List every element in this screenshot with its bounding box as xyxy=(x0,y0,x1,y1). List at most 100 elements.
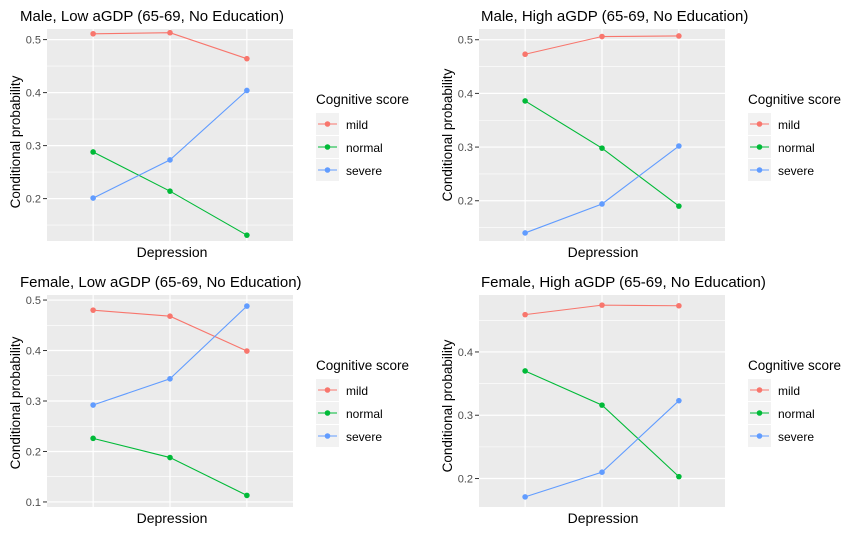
data-point-normal xyxy=(90,149,96,155)
data-point-normal xyxy=(244,232,250,238)
legend xyxy=(316,379,339,447)
data-point-mild xyxy=(599,33,605,40)
x-axis-label: Depression xyxy=(568,510,639,526)
legend-key-point-normal xyxy=(324,410,331,416)
data-point-mild xyxy=(244,55,250,62)
legend-key-point-mild xyxy=(756,387,763,393)
legend-label-severe: severe xyxy=(346,164,382,178)
y-tick-label: 0.4 xyxy=(26,346,41,358)
y-tick-label: 0.4 xyxy=(458,88,473,100)
data-point-severe xyxy=(90,402,96,408)
legend-key-point-severe xyxy=(756,433,763,439)
y-tick-label: 0.1 xyxy=(26,497,41,509)
legend-label-normal: normal xyxy=(346,141,383,155)
legend-label-normal: normal xyxy=(778,407,815,421)
y-axis-label: Conditional probability xyxy=(440,68,455,201)
y-tick-label: 0.5 xyxy=(458,35,473,47)
data-point-severe xyxy=(599,469,605,475)
legend-title: Cognitive score xyxy=(748,92,841,107)
data-point-normal xyxy=(244,492,250,499)
data-point-normal xyxy=(522,368,528,374)
data-point-normal xyxy=(90,435,96,442)
data-point-normal xyxy=(522,98,528,104)
legend-label-severe: severe xyxy=(346,430,382,444)
data-point-normal xyxy=(676,203,682,209)
data-point-mild xyxy=(676,33,682,39)
data-point-mild xyxy=(676,302,682,309)
y-tick-label: 0.2 xyxy=(458,474,473,486)
data-point-mild xyxy=(90,30,96,37)
chart-panel-male-high-agdp: 0.2 0.3 0.4 0.5 Male, High aGDP (65-69, No … xyxy=(440,8,841,260)
legend-key-point-mild xyxy=(324,121,331,127)
data-point-severe xyxy=(676,143,682,149)
data-point-severe xyxy=(599,201,605,207)
y-axis-label: Conditional probability xyxy=(440,339,455,472)
legend xyxy=(316,113,339,181)
chart-title: Male, Low aGDP (65-69, No Education) xyxy=(20,8,284,25)
data-point-severe xyxy=(90,195,96,201)
plot-area: 0.1 0.2 0.3 0.4 0.5 xyxy=(26,295,293,509)
plot-area: 0.2 0.3 0.4 xyxy=(458,295,725,507)
legend-label-mild: mild xyxy=(778,118,800,132)
data-point-normal xyxy=(167,188,173,194)
data-point-mild xyxy=(167,29,173,36)
y-tick-label: 0.4 xyxy=(26,88,41,100)
legend-key-point-mild xyxy=(324,387,331,393)
legend-label-normal: normal xyxy=(346,407,383,421)
data-point-severe xyxy=(244,303,250,309)
chart-title: Female, Low aGDP (65-69, No Education) xyxy=(20,274,302,291)
chart-panel-female-high-agdp: 0.2 0.3 0.4 Female, High aGDP (65-69, No E… xyxy=(440,274,841,526)
data-point-severe xyxy=(167,157,173,163)
legend-label-normal: normal xyxy=(778,141,815,155)
data-point-normal xyxy=(676,473,682,480)
data-point-normal xyxy=(167,454,173,461)
data-point-normal xyxy=(599,145,605,151)
legend-title: Cognitive score xyxy=(748,358,841,373)
data-point-severe xyxy=(522,494,528,500)
legend-key-point-severe xyxy=(756,167,763,173)
x-axis-label: Depression xyxy=(137,510,208,526)
legend-key-point-severe xyxy=(324,167,331,173)
legend xyxy=(748,113,771,181)
y-tick-label: 0.3 xyxy=(458,410,473,422)
legend-label-severe: severe xyxy=(778,164,814,178)
legend-label-mild: mild xyxy=(778,384,800,398)
legend-title: Cognitive score xyxy=(316,358,409,373)
y-tick-label: 0.4 xyxy=(458,347,473,359)
chart-panel-male-low-agdp: 0.2 0.3 0.4 0.5 Male, Low aGDP (65-69, No E… xyxy=(8,8,409,260)
x-axis-label: Depression xyxy=(568,244,639,260)
data-point-mild xyxy=(244,348,250,354)
y-tick-label: 0.3 xyxy=(26,396,41,408)
legend-key-point-normal xyxy=(756,410,763,416)
y-tick-label: 0.2 xyxy=(458,196,473,208)
chart-panel-female-low-agdp: 0.1 0.2 0.3 0.4 0.5 Female, Low aGDP (65-69,… xyxy=(8,274,409,526)
data-point-mild xyxy=(599,302,605,308)
x-axis-label: Depression xyxy=(137,244,208,260)
data-point-severe xyxy=(244,87,250,94)
legend-key-point-severe xyxy=(324,433,331,439)
legend-key-point-mild xyxy=(756,121,763,127)
data-point-mild xyxy=(90,307,96,313)
legend-key-point-normal xyxy=(756,144,763,150)
y-tick-label: 0.3 xyxy=(458,142,473,154)
legend-label-mild: mild xyxy=(346,384,368,398)
legend-key-point-normal xyxy=(324,144,331,150)
data-point-severe xyxy=(167,375,173,382)
data-point-mild xyxy=(167,313,173,320)
plot-area: 0.2 0.3 0.4 0.5 xyxy=(458,29,725,241)
y-axis-label: Conditional probability xyxy=(8,336,23,469)
data-point-mild xyxy=(522,311,528,318)
y-tick-label: 0.2 xyxy=(26,446,41,458)
y-tick-label: 0.2 xyxy=(26,194,41,206)
data-point-severe xyxy=(522,230,528,236)
legend xyxy=(748,379,771,447)
legend-label-severe: severe xyxy=(778,430,814,444)
chart-title: Male, High aGDP (65-69, No Education) xyxy=(481,8,748,25)
legend-label-mild: mild xyxy=(346,118,368,132)
chart-title: Female, High aGDP (65-69, No Education) xyxy=(481,274,766,291)
y-tick-label: 0.5 xyxy=(26,295,41,307)
legend-title: Cognitive score xyxy=(316,92,409,107)
y-axis-label: Conditional probability xyxy=(8,75,23,208)
data-point-mild xyxy=(522,51,528,58)
